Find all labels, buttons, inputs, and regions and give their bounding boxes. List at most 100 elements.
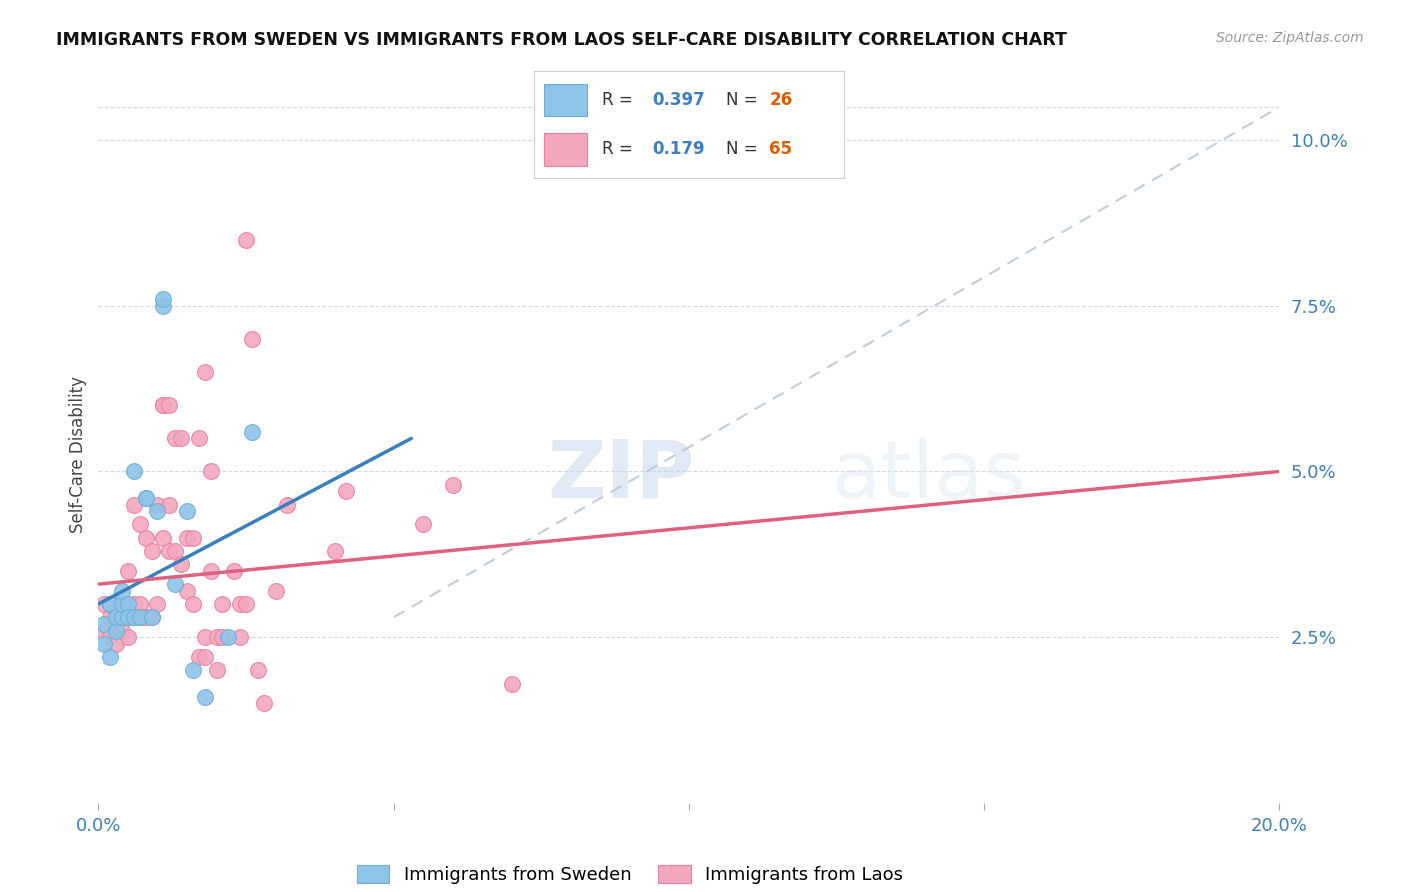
Point bbox=[194, 630, 217, 644]
Point bbox=[165, 577, 187, 591]
Text: R =: R = bbox=[602, 91, 638, 109]
Point bbox=[441, 477, 464, 491]
Point bbox=[146, 504, 169, 518]
Point bbox=[98, 610, 121, 624]
Point bbox=[200, 564, 222, 578]
Point bbox=[93, 616, 115, 631]
Point bbox=[229, 630, 252, 644]
Point bbox=[146, 597, 169, 611]
Point bbox=[128, 517, 150, 532]
Point bbox=[105, 637, 128, 651]
Point bbox=[122, 610, 145, 624]
Point bbox=[187, 431, 209, 445]
Point bbox=[111, 610, 134, 624]
Point bbox=[152, 398, 174, 412]
Text: 0.179: 0.179 bbox=[652, 141, 704, 159]
Text: 0.397: 0.397 bbox=[652, 91, 704, 109]
Text: ZIP: ZIP bbox=[547, 437, 695, 515]
Point bbox=[165, 431, 187, 445]
Point bbox=[93, 637, 115, 651]
Point bbox=[105, 610, 128, 624]
Point bbox=[111, 610, 134, 624]
Point bbox=[105, 610, 128, 624]
Point bbox=[141, 610, 163, 624]
Point bbox=[117, 597, 139, 611]
Point bbox=[246, 663, 269, 677]
Point bbox=[152, 531, 174, 545]
Point bbox=[235, 233, 257, 247]
Point bbox=[93, 624, 115, 638]
Point bbox=[122, 465, 145, 479]
Point bbox=[152, 299, 174, 313]
Point bbox=[194, 690, 217, 704]
Text: N =: N = bbox=[725, 141, 763, 159]
Point bbox=[176, 504, 198, 518]
Point bbox=[253, 697, 276, 711]
Text: 65: 65 bbox=[769, 141, 793, 159]
Point bbox=[141, 544, 163, 558]
Point bbox=[135, 531, 157, 545]
Text: N =: N = bbox=[725, 91, 763, 109]
Point bbox=[323, 544, 346, 558]
Point bbox=[205, 663, 228, 677]
Point bbox=[98, 597, 121, 611]
Point bbox=[217, 630, 239, 644]
Point bbox=[412, 517, 434, 532]
Point bbox=[211, 597, 233, 611]
Y-axis label: Self-Care Disability: Self-Care Disability bbox=[69, 376, 87, 533]
Text: Source: ZipAtlas.com: Source: ZipAtlas.com bbox=[1216, 31, 1364, 45]
Point bbox=[501, 676, 523, 690]
Point bbox=[157, 544, 180, 558]
Point bbox=[128, 610, 150, 624]
Point bbox=[98, 597, 121, 611]
Point bbox=[122, 498, 145, 512]
Point bbox=[181, 597, 204, 611]
Point bbox=[135, 610, 157, 624]
Point bbox=[240, 425, 263, 439]
Point bbox=[224, 564, 246, 578]
Point bbox=[152, 292, 174, 306]
Text: R =: R = bbox=[602, 141, 638, 159]
Point bbox=[264, 583, 287, 598]
Point bbox=[200, 465, 222, 479]
Point bbox=[170, 431, 193, 445]
FancyBboxPatch shape bbox=[544, 84, 586, 116]
Point bbox=[152, 398, 174, 412]
Point bbox=[176, 583, 198, 598]
Point bbox=[93, 597, 115, 611]
Point bbox=[157, 498, 180, 512]
Point bbox=[128, 610, 150, 624]
Text: IMMIGRANTS FROM SWEDEN VS IMMIGRANTS FROM LAOS SELF-CARE DISABILITY CORRELATION : IMMIGRANTS FROM SWEDEN VS IMMIGRANTS FRO… bbox=[56, 31, 1067, 49]
Point bbox=[111, 624, 134, 638]
Point bbox=[122, 597, 145, 611]
Text: atlas: atlas bbox=[831, 437, 1025, 515]
Point bbox=[276, 498, 298, 512]
Point bbox=[111, 597, 134, 611]
Text: 26: 26 bbox=[769, 91, 793, 109]
Point bbox=[194, 365, 217, 379]
Point bbox=[181, 663, 204, 677]
Point bbox=[117, 610, 139, 624]
Point bbox=[235, 597, 257, 611]
Point bbox=[211, 630, 233, 644]
FancyBboxPatch shape bbox=[544, 134, 586, 166]
Point bbox=[111, 583, 134, 598]
Point bbox=[146, 498, 169, 512]
Point bbox=[135, 491, 157, 505]
Point bbox=[170, 558, 193, 572]
Point bbox=[229, 597, 252, 611]
Point bbox=[187, 650, 209, 665]
Point bbox=[194, 650, 217, 665]
Point bbox=[165, 544, 187, 558]
Point bbox=[141, 610, 163, 624]
Point bbox=[105, 624, 128, 638]
Point bbox=[122, 610, 145, 624]
Point bbox=[135, 491, 157, 505]
Point bbox=[128, 597, 150, 611]
Legend: Immigrants from Sweden, Immigrants from Laos: Immigrants from Sweden, Immigrants from … bbox=[357, 865, 903, 884]
Point bbox=[181, 531, 204, 545]
Point bbox=[105, 597, 128, 611]
Point bbox=[98, 650, 121, 665]
Point bbox=[117, 564, 139, 578]
Point bbox=[176, 531, 198, 545]
